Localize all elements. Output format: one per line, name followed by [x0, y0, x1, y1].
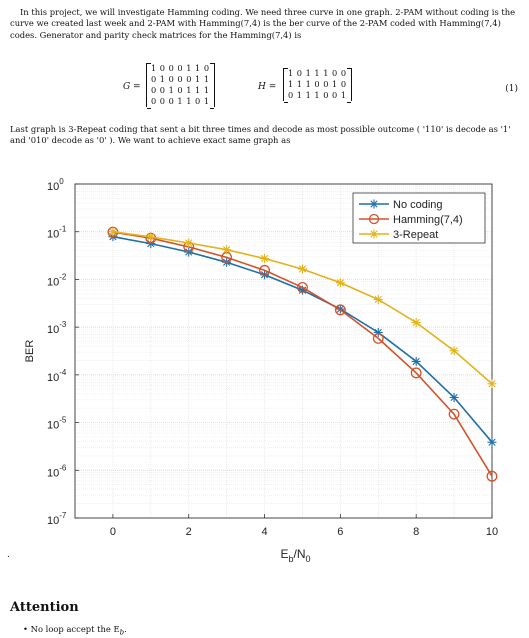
y-axis-label: BER	[24, 340, 36, 363]
data-point-3-repeat-d2	[185, 239, 193, 247]
legend-marker-d2	[370, 200, 378, 208]
parity-check-matrix: 1 0 1 1 1 0 0 1 1 1 0 0 1 0 0 1 1 1 0 0 …	[283, 68, 352, 103]
y-tick-label: 10-5	[47, 416, 67, 432]
axes-frame	[74, 183, 493, 519]
legend-label: No coding	[393, 199, 443, 211]
legend: No coding Hamming(7,4) 3-Repeat	[352, 192, 486, 244]
stray-dot: .	[7, 550, 10, 560]
bullet-subscript: b	[119, 628, 125, 637]
data-point-hamming-7-4	[259, 264, 270, 276]
x-tick-label: 0	[110, 526, 116, 538]
matrix-row: 0 0 1 0 1 1 1	[151, 85, 210, 95]
data-point-3-repeat-d2	[450, 347, 458, 355]
parity-check-label: H =	[258, 82, 277, 92]
x-tick-label: 10	[486, 526, 498, 538]
legend-marker	[368, 213, 380, 225]
matrix-row: 0 1 0 0 0 1 1	[151, 74, 210, 84]
x-tick-label: 6	[337, 526, 343, 538]
data-point-3-repeat-d2	[298, 265, 307, 273]
description-paragraph: Last graph is 3-Repeat coding that sent …	[10, 124, 511, 146]
data-point-3-repeat-d2	[488, 380, 496, 388]
data-point-hamming-7-4	[334, 304, 346, 316]
series-line-hamming-7-4	[112, 231, 493, 477]
legend-label: Hamming(7,4)	[393, 214, 463, 226]
equation-number: (1)	[505, 84, 518, 94]
matrix-row: 1 0 0 0 1 1 0	[151, 63, 210, 73]
y-tick-label: 10-7	[47, 511, 67, 527]
legend-marker-d2	[370, 230, 378, 238]
data-point-hamming-7-4	[410, 367, 422, 379]
x-axis-label: Eb/N0	[280, 547, 310, 564]
x-tick-label: 4	[261, 526, 267, 538]
y-tick-label: 10-1	[47, 225, 67, 241]
matrix-row: 0 1 1 1 0 0 1	[288, 90, 347, 100]
attention-bullet: • No loop accept the Eb.	[23, 624, 127, 637]
data-point-hamming-7-4	[448, 408, 460, 420]
ber-chart-svg: 0 2 4 6 8 10 100 10-1 10-2 10-3 10-4 10-5 10-6 10-7 BE…	[24, 177, 498, 564]
bullet-text: No loop accept the E	[30, 624, 120, 634]
data-point-3-repeat-d2	[412, 318, 420, 327]
data-point-3-repeat-d2	[223, 246, 231, 254]
matrix-row: 1 1 1 0 0 1 0	[288, 79, 347, 89]
attention-heading: Attention	[10, 600, 79, 615]
ber-chart: 0 2 4 6 8 10 100 10-1 10-2 10-3 10-4 10-5 10-6 10-7 BE…	[16, 170, 516, 570]
data-point-3-repeat-d2	[374, 295, 382, 304]
legend-label: 3-Repeat	[393, 229, 438, 241]
data-point-hamming-7-4	[372, 332, 384, 344]
data-point-hamming-7-4	[486, 470, 498, 482]
x-tick-label: 2	[186, 526, 192, 538]
data-point-no-coding-d2	[488, 438, 496, 446]
generator-matrix: 1 0 0 0 1 1 0 0 1 0 0 0 1 1 0 0 1 0 1 1 …	[146, 63, 215, 109]
data-point-3-repeat-d2	[260, 254, 269, 263]
data-point-3-repeat-d2	[336, 279, 344, 287]
series-hamming-7-4	[107, 226, 498, 482]
y-tick-label: 10-6	[47, 463, 67, 479]
y-tick-label: 100	[47, 177, 64, 193]
generator-label: G =	[123, 82, 141, 92]
bullet-end: .	[124, 624, 127, 634]
data-point-3-repeat-d2	[109, 228, 117, 236]
y-tick-label: 10-2	[47, 272, 67, 288]
bullet-icon: •	[23, 624, 28, 634]
x-tick-label: 8	[413, 526, 419, 538]
matrix-row: 1 0 1 1 1 0 0	[288, 68, 347, 78]
intro-paragraph: In this project, we will investigate Ham…	[10, 7, 516, 40]
matrix-row: 0 0 0 1 1 0 1	[151, 96, 210, 106]
data-point-no-coding-d2	[450, 393, 458, 402]
data-point-3-repeat-d2	[147, 233, 155, 241]
data-point-hamming-7-4	[297, 281, 308, 293]
data-point-no-coding-d2	[412, 357, 420, 366]
y-tick-label: 10-3	[47, 320, 67, 336]
y-tick-label: 10-4	[47, 368, 67, 384]
series-3-repeat	[108, 227, 497, 389]
